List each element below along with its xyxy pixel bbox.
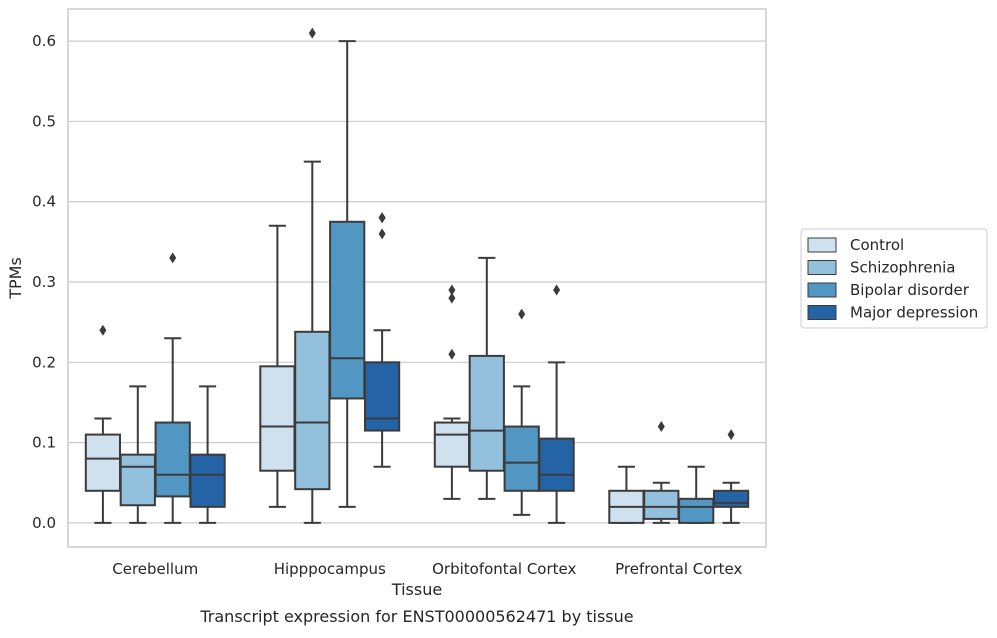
legend: Control Schizophrenia Bipolar disorder Majo… <box>800 228 988 329</box>
iqr-box <box>294 330 331 491</box>
box-plot <box>643 421 680 524</box>
chart-caption: Transcript expression for ENST0000056247… <box>199 607 633 626</box>
plot-area-frame <box>67 8 767 548</box>
legend-swatch <box>807 260 837 275</box>
box-plot <box>468 256 505 500</box>
outlier-point <box>518 308 526 320</box>
box-plot <box>84 324 122 524</box>
x-tick-label: Hipppocampus <box>274 560 386 578</box>
iqr-box <box>538 437 575 492</box>
iqr-box <box>678 497 715 524</box>
box-plot <box>712 429 750 524</box>
outlier-point <box>378 228 386 240</box>
series-major-depression <box>189 212 750 524</box>
iqr-box <box>643 489 680 520</box>
iqr-box <box>84 433 122 492</box>
box-plot <box>154 252 191 524</box>
legend-label: Schizophrenia <box>850 259 955 277</box>
y-tick-label: 0.2 <box>32 353 56 371</box>
iqr-box <box>433 421 471 468</box>
x-axis-label: Tissue <box>391 580 442 599</box>
outlier-point <box>727 429 735 441</box>
box-plot <box>189 385 226 524</box>
box-plot <box>433 284 471 500</box>
box-plot <box>608 465 645 524</box>
box-plot <box>259 224 296 508</box>
x-tick-label: Orbitofontal Cortex <box>432 560 576 578</box>
outlier-point <box>448 348 456 360</box>
box-plot <box>678 465 715 524</box>
legend-label: Control <box>850 236 904 254</box>
iqr-box <box>259 365 296 472</box>
outlier-point <box>169 252 177 264</box>
x-tick-labels: Cerebellum Hipppocampus Orbitofontal Corte… <box>112 560 742 578</box>
iqr-box <box>154 421 191 498</box>
box-plot <box>294 27 331 524</box>
y-tick-label: 0.4 <box>32 193 56 211</box>
outlier-point <box>308 27 316 39</box>
legend-swatch <box>807 237 837 253</box>
outlier-point <box>553 284 561 296</box>
box-plot <box>538 284 575 524</box>
iqr-box <box>119 453 156 507</box>
iqr-box <box>363 361 401 432</box>
box-plot <box>329 40 366 508</box>
iqr-box <box>468 354 505 472</box>
iqr-box <box>503 425 540 492</box>
legend-swatch <box>807 282 837 298</box>
iqr-box <box>189 453 226 508</box>
iqr-box <box>329 220 366 400</box>
legend-label: Bipolar disorder <box>850 281 970 299</box>
y-tick-labels: 0.0 0.1 0.2 0.3 0.4 0.5 0.6 <box>32 32 56 532</box>
series-control <box>84 224 645 524</box>
box-series <box>84 27 750 524</box>
outlier-point <box>448 284 456 296</box>
y-tick-label: 0.1 <box>32 434 56 452</box>
y-tick-label: 0.3 <box>32 273 56 291</box>
x-tick-label: Cerebellum <box>112 560 198 578</box>
y-axis-label: TPMs <box>6 257 25 300</box>
box-plot <box>363 212 401 468</box>
series-bipolar-disorder <box>154 40 715 524</box>
x-tick-label: Prefrontal Cortex <box>615 560 742 578</box>
y-tick-label: 0.5 <box>32 112 56 130</box>
iqr-box <box>712 489 750 508</box>
y-tick-label: 0.6 <box>32 32 56 50</box>
legend-label: Major depression <box>850 304 978 322</box>
box-plot <box>503 308 540 516</box>
outlier-point <box>378 212 386 224</box>
series-schizophrenia <box>119 27 680 524</box>
legend-swatch <box>807 305 837 320</box>
box-plot <box>119 385 156 524</box>
outlier-point <box>99 324 107 336</box>
outlier-point <box>657 421 665 433</box>
outlier-point <box>448 292 456 304</box>
y-tick-label: 0.0 <box>32 514 56 532</box>
legend-frame <box>800 228 988 329</box>
